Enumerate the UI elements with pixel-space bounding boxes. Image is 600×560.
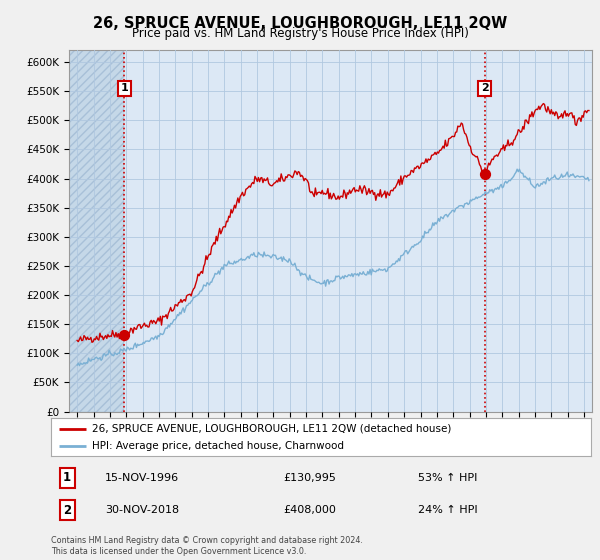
Text: £130,995: £130,995 [283, 473, 336, 483]
Text: 30-NOV-2018: 30-NOV-2018 [105, 506, 179, 515]
Text: 53% ↑ HPI: 53% ↑ HPI [418, 473, 478, 483]
Text: 2: 2 [63, 504, 71, 517]
Point [119, 331, 129, 340]
Point [480, 170, 490, 179]
Text: 1: 1 [121, 83, 128, 94]
Text: £408,000: £408,000 [283, 506, 336, 515]
Text: 26, SPRUCE AVENUE, LOUGHBOROUGH, LE11 2QW: 26, SPRUCE AVENUE, LOUGHBOROUGH, LE11 2Q… [93, 16, 507, 31]
Text: HPI: Average price, detached house, Charnwood: HPI: Average price, detached house, Char… [91, 441, 343, 451]
Text: 15-NOV-1996: 15-NOV-1996 [105, 473, 179, 483]
Bar [69, 50, 124, 412]
Bar [69, 50, 124, 412]
Text: 26, SPRUCE AVENUE, LOUGHBOROUGH, LE11 2QW (detached house): 26, SPRUCE AVENUE, LOUGHBOROUGH, LE11 2Q… [91, 423, 451, 433]
Text: 24% ↑ HPI: 24% ↑ HPI [418, 506, 478, 515]
Text: Contains HM Land Registry data © Crown copyright and database right 2024.
This d: Contains HM Land Registry data © Crown c… [51, 536, 363, 556]
Text: 2: 2 [481, 83, 488, 94]
Text: 1: 1 [63, 472, 71, 484]
Text: Price paid vs. HM Land Registry's House Price Index (HPI): Price paid vs. HM Land Registry's House … [131, 27, 469, 40]
